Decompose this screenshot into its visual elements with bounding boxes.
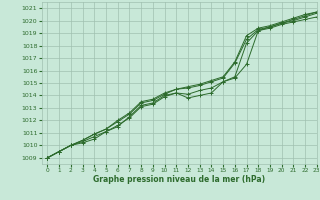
X-axis label: Graphe pression niveau de la mer (hPa): Graphe pression niveau de la mer (hPa) — [93, 175, 265, 184]
